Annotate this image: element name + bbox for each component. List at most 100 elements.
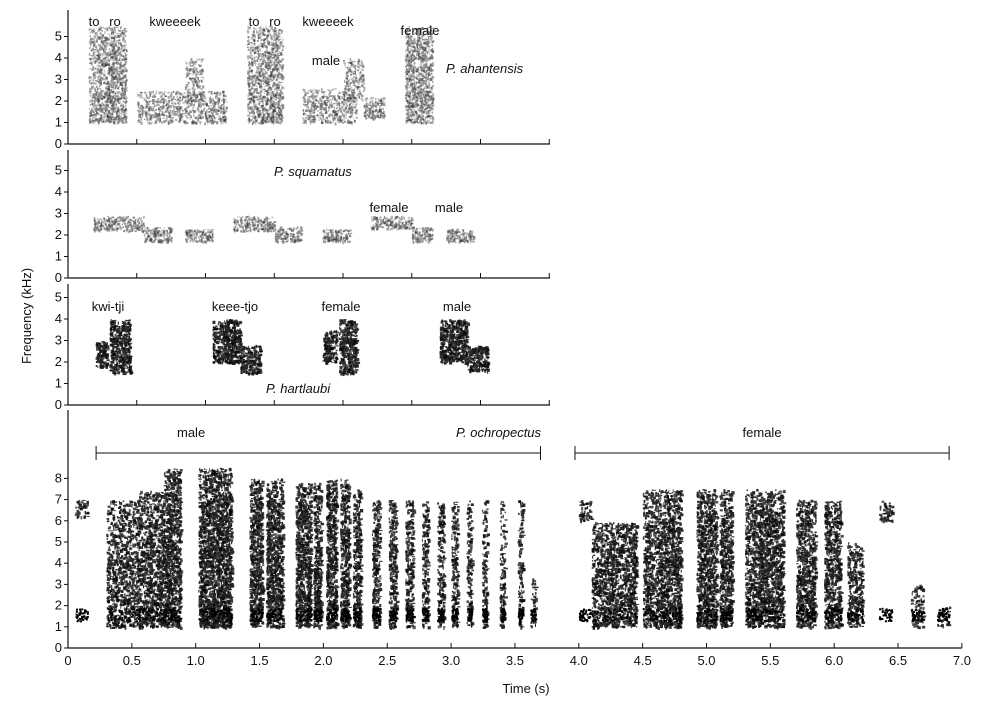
- call-element: [421, 501, 431, 630]
- call-element: [138, 490, 167, 630]
- y-tick-label: 0: [55, 136, 62, 151]
- y-tick-label: 6: [55, 513, 62, 528]
- panel-ochropectus-y-ticks: 0 1 2 3 4 5 6 7 8: [55, 470, 68, 655]
- panel-ochropectus: 0 1 2 3 4 5 6 7 8 0 0.5 1.0 1.5 2.0 2.5 3.0 3.5 4.0 4.5 5.…: [55, 410, 971, 668]
- x-tick-label: 6.0: [825, 653, 843, 668]
- panel-hartlaubi: 0 1 2 3 4 5 kwi-tji keee-tjo female male P. h…: [55, 284, 550, 412]
- y-tick-label: 5: [55, 534, 62, 549]
- call-element: [757, 489, 787, 630]
- note-hartlaubi-female: female: [321, 299, 360, 314]
- note-kweeeek-2: kweeeek: [302, 14, 354, 29]
- species-label-ochropectus: P. ochropectus: [456, 425, 542, 440]
- panel-ahantensis-marks: [88, 25, 435, 126]
- call-element: [184, 58, 205, 103]
- call-element: [352, 489, 364, 629]
- call-element: [240, 344, 263, 376]
- group-bracket-male: male: [95, 425, 541, 460]
- x-tick-label: 6.5: [889, 653, 907, 668]
- call-element: [388, 500, 400, 630]
- panel-squamatus-marks: [93, 215, 476, 245]
- x-axis-title: Time (s): [502, 681, 549, 696]
- call-element: [340, 478, 353, 630]
- call-element: [93, 215, 146, 234]
- panel-squamatus-x-ticks: [67, 273, 550, 278]
- note-squamatus-female: female: [369, 200, 408, 215]
- call-element: [212, 319, 243, 365]
- y-tick-label: 5: [55, 29, 62, 44]
- call-element: [106, 26, 128, 125]
- y-tick-label: 1: [55, 249, 62, 264]
- call-element: [578, 500, 595, 524]
- call-element: [184, 228, 214, 244]
- y-tick-label: 0: [55, 640, 62, 655]
- y-axis-title: Frequency (kHz): [19, 268, 34, 364]
- call-element: [719, 489, 736, 629]
- panel-squamatus-y-ticks: 0 1 2 3 4 5: [55, 163, 68, 285]
- x-tick-label: 3.5: [506, 653, 524, 668]
- call-element: [642, 489, 662, 630]
- call-element: [205, 90, 228, 125]
- call-element: [370, 215, 414, 232]
- note-to-2: to: [249, 14, 260, 29]
- x-tick-label: 0.5: [123, 653, 141, 668]
- note-keee-tjo: keee-tjo: [212, 299, 258, 314]
- x-tick-label: 4.0: [570, 653, 588, 668]
- y-tick-label: 2: [55, 227, 62, 242]
- call-element: [295, 482, 314, 629]
- call-element: [274, 226, 304, 244]
- call-element: [795, 499, 819, 630]
- panel-ahantensis-y-ticks: 0 1 2 3 4 5: [55, 29, 68, 151]
- y-tick-label: 7: [55, 492, 62, 507]
- call-element: [143, 226, 174, 244]
- call-element: [88, 26, 109, 125]
- x-tick-label: 4.5: [634, 653, 652, 668]
- note-to-1: to: [89, 14, 100, 29]
- low-frequency-band: [75, 607, 951, 623]
- y-tick-label: 5: [55, 163, 62, 178]
- y-tick-label: 1: [55, 115, 62, 130]
- call-element: [879, 500, 895, 524]
- call-element: [214, 467, 235, 630]
- call-element: [163, 468, 184, 630]
- x-tick-label: 0: [64, 653, 71, 668]
- y-tick-label: 8: [55, 470, 62, 485]
- call-element: [95, 341, 110, 369]
- panel-squamatus: 0 1 2 3 4 5 P. squamatus female male: [55, 150, 550, 285]
- x-tick-label: 1.5: [251, 653, 269, 668]
- call-element: [696, 489, 720, 630]
- call-element: [265, 478, 286, 630]
- note-ro-1: ro: [109, 14, 121, 29]
- call-element: [404, 25, 435, 125]
- x-tick-label: 5.5: [761, 653, 779, 668]
- call-element: [847, 542, 866, 628]
- y-tick-label: 3: [55, 333, 62, 348]
- y-tick-label: 3: [55, 72, 62, 87]
- call-element: [439, 319, 471, 365]
- y-tick-label: 2: [55, 93, 62, 108]
- panel-ochropectus-x-ticks: 0 0.5 1.0 1.5 2.0 2.5 3.0 3.5 4.0 4.5 5.0 5.5 6.0 6.5…: [64, 643, 971, 668]
- note-ro-2: ro: [269, 14, 281, 29]
- call-element: [437, 502, 447, 631]
- call-element: [301, 88, 358, 126]
- x-tick-label: 2.5: [378, 653, 396, 668]
- y-tick-label: 4: [55, 50, 62, 65]
- call-element: [326, 479, 340, 630]
- x-tick-label: 3.0: [442, 653, 460, 668]
- y-tick-label: 4: [55, 184, 62, 199]
- panel-ahantensis-x-ticks: [67, 139, 550, 144]
- call-element: [109, 319, 134, 376]
- group-bracket-female: female: [574, 425, 950, 460]
- call-element: [249, 478, 266, 628]
- call-element: [339, 319, 361, 377]
- call-element: [451, 501, 461, 629]
- x-tick-label: 2.0: [314, 653, 332, 668]
- call-element: [74, 499, 90, 520]
- y-tick-label: 4: [55, 555, 62, 570]
- call-element: [467, 345, 491, 374]
- note-male: male: [312, 53, 340, 68]
- call-element: [343, 58, 366, 103]
- call-element: [322, 228, 353, 245]
- species-label-squamatus: P. squamatus: [274, 164, 352, 179]
- call-element: [910, 584, 927, 630]
